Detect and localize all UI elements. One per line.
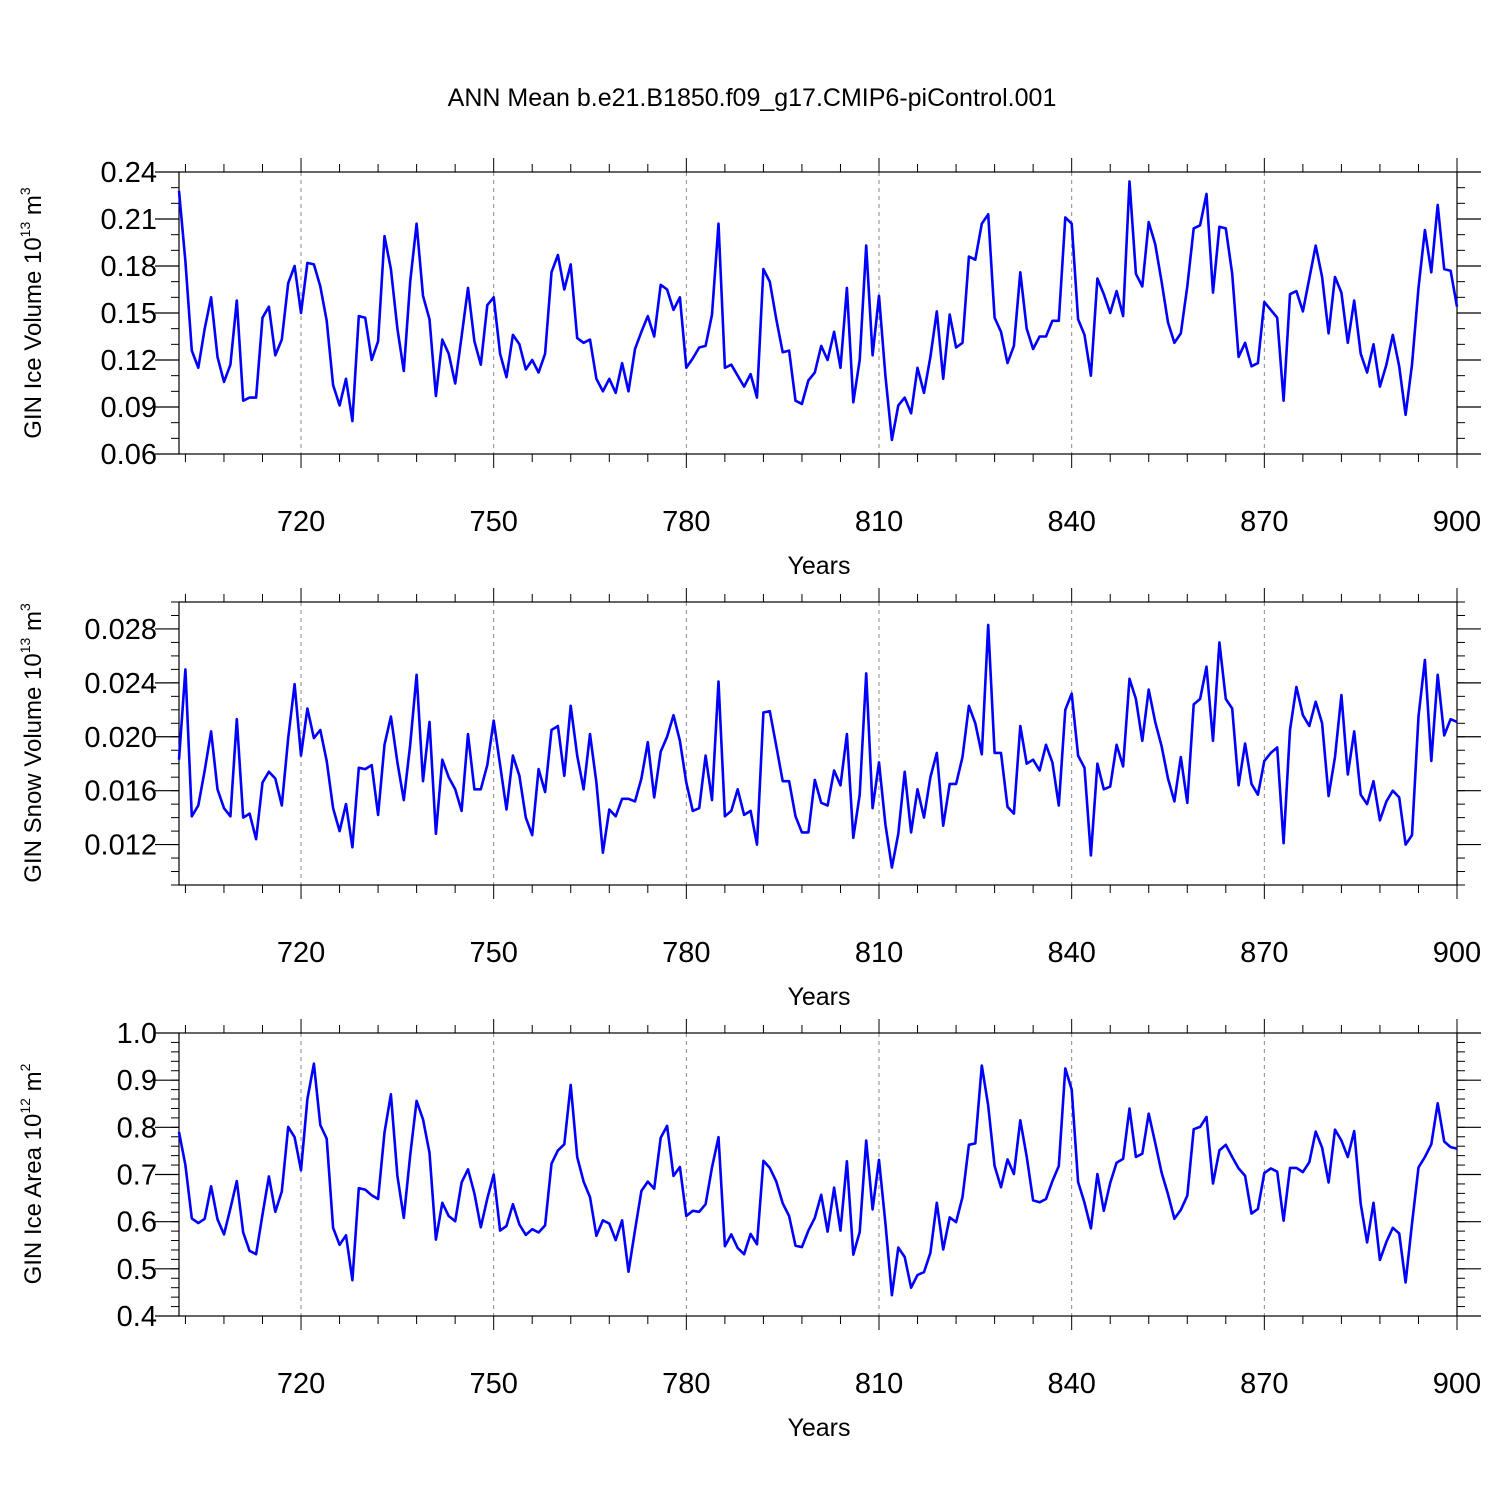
y-tick-label: 0.5: [117, 1254, 157, 1286]
y-axis-label-unit-exponent: 3: [17, 603, 33, 611]
plot-frame: [178, 601, 1458, 886]
y-tick-label: 0.15: [101, 298, 157, 330]
x-tick-label: 750: [469, 506, 517, 538]
x-tick-label: 810: [855, 506, 903, 538]
x-tick-label: 900: [1433, 506, 1481, 538]
chart-panel-1: 720 750 780 810 840 870 900 Years 0.06 0.09 0.12 0.…: [17, 157, 1481, 580]
y-axis-label-unit-exponent: 3: [17, 187, 33, 195]
y-tick-label: 0.4: [117, 1301, 157, 1333]
y-tick-label: 0.09: [101, 392, 157, 424]
y-tick-label: 0.024: [84, 668, 157, 700]
y-tick-label: 1.0: [117, 1018, 157, 1050]
y-axis-label-unit: m: [20, 611, 47, 638]
y-tick-label: 0.12: [101, 345, 157, 377]
y-tick-label: 0.012: [84, 830, 157, 862]
y-axis-label-text: GIN Ice Area 10: [20, 1114, 47, 1285]
y-tick-label: 0.020: [84, 722, 157, 754]
x-axis-label: Years: [787, 552, 850, 580]
x-tick-label: 720: [277, 1368, 325, 1400]
x-tick-label: 840: [1047, 1368, 1095, 1400]
series-line: [177, 623, 1458, 869]
x-tick-label: 780: [662, 506, 710, 538]
x-tick-label: 720: [277, 506, 325, 538]
y-tick-label: 0.06: [101, 439, 157, 471]
series-line: [177, 180, 1459, 442]
x-tick-label: 750: [469, 937, 517, 969]
x-tick-label: 900: [1433, 937, 1481, 969]
x-tick-label: 840: [1047, 937, 1095, 969]
x-tick-label: 750: [469, 1368, 517, 1400]
y-axis-label-unit-exponent: 2: [17, 1063, 33, 1071]
series-line: [177, 1062, 1458, 1297]
y-tick-label: 0.8: [117, 1112, 157, 1144]
x-tick-label: 810: [855, 1368, 903, 1400]
y-axis-label-unit: m: [20, 195, 47, 222]
y-axis-label: GIN Ice Volume 1013 m3: [17, 187, 47, 439]
y-tick-label: 0.028: [84, 614, 157, 646]
y-tick-label: 0.24: [101, 157, 157, 189]
y-axis-label-exponent: 13: [17, 638, 33, 654]
x-axis-label: Years: [787, 1414, 850, 1442]
y-tick-label: 0.7: [117, 1160, 157, 1192]
x-tick-label: 840: [1047, 506, 1095, 538]
x-tick-label: 900: [1433, 1368, 1481, 1400]
x-axis-label: Years: [787, 983, 850, 1011]
y-tick-label: 0.6: [117, 1207, 157, 1239]
figure-title: ANN Mean b.e21.B1850.f09_g17.CMIP6-piCon…: [448, 84, 1057, 112]
y-axis-label-unit: m: [20, 1071, 47, 1098]
chart-panel-2: 720 750 780 810 840 870 900 Years 0.012 0.016 0.02…: [17, 588, 1481, 1011]
x-tick-label: 780: [662, 1368, 710, 1400]
y-tick-label: 0.016: [84, 776, 157, 808]
x-tick-label: 810: [855, 937, 903, 969]
y-tick-label: 0.9: [117, 1065, 157, 1097]
plot-frame: [178, 171, 1458, 455]
y-axis-label: GIN Snow Volume 1013 m3: [17, 603, 47, 883]
y-tick-label: 0.21: [101, 204, 157, 236]
y-tick-label: 0.18: [101, 251, 157, 283]
y-axis-label-exponent: 13: [17, 222, 33, 238]
y-axis-label-text: GIN Snow Volume 10: [20, 653, 47, 882]
panels-container: 720 750 780 810 840 870 900 Years 0.06 0.09 0.12 0.…: [17, 157, 1481, 1442]
x-tick-label: 720: [277, 937, 325, 969]
x-tick-label: 870: [1240, 937, 1288, 969]
y-axis-label: GIN Ice Area 1012 m2: [17, 1063, 47, 1284]
chart-panel-3: 720 750 780 810 840 870 900 Years 0.4 0.5 0.6 0.7 0.…: [17, 1018, 1481, 1442]
y-axis-label-exponent: 12: [17, 1098, 33, 1114]
x-tick-label: 780: [662, 937, 710, 969]
x-tick-label: 870: [1240, 506, 1288, 538]
x-tick-label: 870: [1240, 1368, 1288, 1400]
y-axis-label-text: GIN Ice Volume 10: [20, 237, 47, 438]
